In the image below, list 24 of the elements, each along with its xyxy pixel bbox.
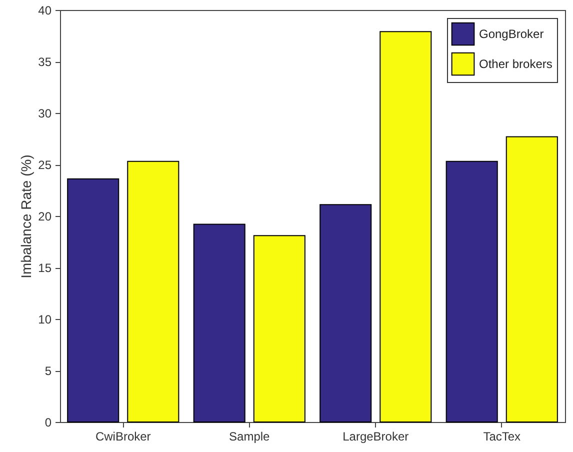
bar xyxy=(127,160,180,422)
bar xyxy=(320,204,372,422)
x-tick-label: LargeBroker xyxy=(342,430,409,444)
x-tick-label: Sample xyxy=(229,430,270,444)
bar xyxy=(193,224,246,422)
y-tick-label: 5 xyxy=(44,364,52,378)
y-tick-label: 15 xyxy=(38,261,52,275)
bar xyxy=(446,160,498,422)
y-tick-label: 40 xyxy=(38,4,52,18)
y-tick-label: 25 xyxy=(38,158,52,172)
bar xyxy=(67,178,120,422)
y-tick-label: 20 xyxy=(38,210,52,224)
y-axis-title: Imbalance Rate (%) xyxy=(18,154,34,278)
y-tick-label: 0 xyxy=(44,416,52,430)
bar xyxy=(506,136,558,422)
y-tick-label: 35 xyxy=(38,55,52,69)
legend-label: Other brokers xyxy=(479,57,552,71)
x-tick-label: CwiBroker xyxy=(95,430,151,444)
bar xyxy=(380,31,432,422)
y-tick-label: 10 xyxy=(38,312,52,326)
legend-label: GongBroker xyxy=(479,27,544,41)
x-tick-label: TacTex xyxy=(483,430,521,444)
y-tick-label: 30 xyxy=(38,106,52,120)
bar xyxy=(253,235,306,422)
